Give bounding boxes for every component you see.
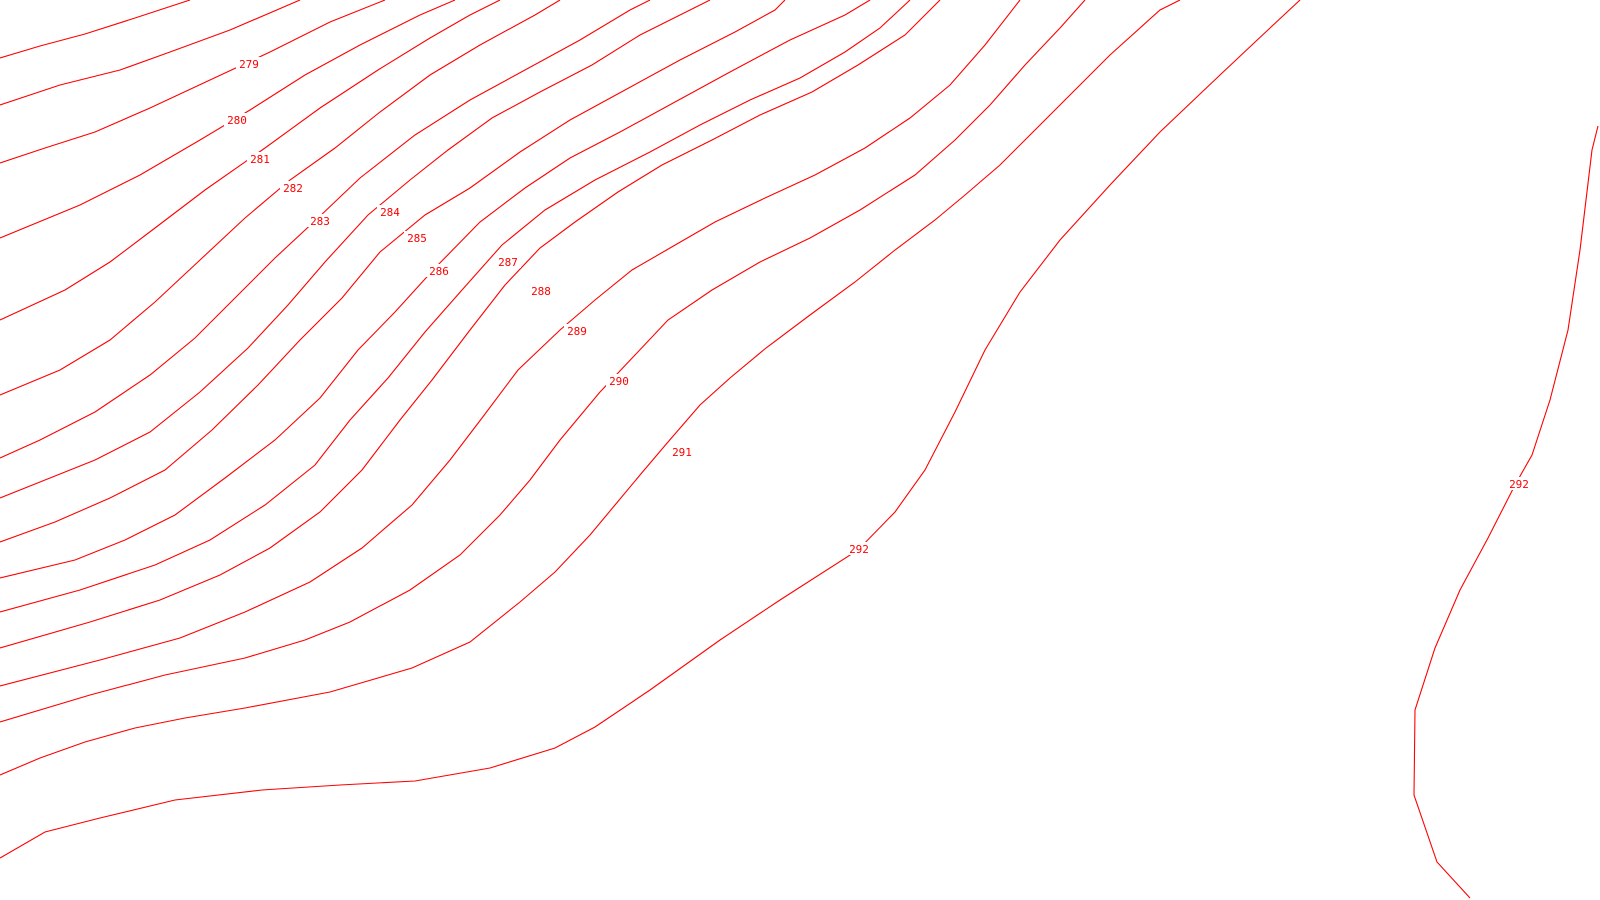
contour-line <box>0 0 651 459</box>
contour-line <box>0 0 941 649</box>
contour-label: 281 <box>250 153 270 166</box>
contour-line <box>1413 125 1599 899</box>
contour-label: 291 <box>672 446 692 459</box>
contour-line <box>0 0 911 613</box>
contour-line <box>0 0 501 321</box>
contour-line <box>0 0 1301 859</box>
contour-label: 287 <box>498 256 518 269</box>
contour-label: 290 <box>609 375 629 388</box>
contour-label: 279 <box>239 58 259 71</box>
contour-line <box>0 0 191 59</box>
contour-label: 280 <box>227 114 247 127</box>
contour-line <box>0 0 1086 723</box>
contour-label: 285 <box>407 232 427 245</box>
contour-line <box>0 0 456 239</box>
contour-label: 292 <box>849 543 869 556</box>
contour-label: 284 <box>380 206 400 219</box>
contour-line <box>0 0 871 579</box>
contour-label: 292 <box>1509 478 1529 491</box>
contour-line <box>0 0 1181 776</box>
contour-label: 286 <box>429 265 449 278</box>
contour-line <box>0 0 386 164</box>
contour-label: 289 <box>567 325 587 338</box>
contour-label: 283 <box>310 215 330 228</box>
contour-line <box>0 0 786 543</box>
contour-label: 288 <box>531 285 551 298</box>
contour-line <box>0 0 711 499</box>
contour-labels: 279 280 281 282 283 284 285 286 287 288 … <box>224 57 1532 556</box>
contour-line <box>0 0 561 396</box>
contour-label: 282 <box>283 182 303 195</box>
contour-line <box>0 0 1021 687</box>
contour-line <box>0 0 301 106</box>
